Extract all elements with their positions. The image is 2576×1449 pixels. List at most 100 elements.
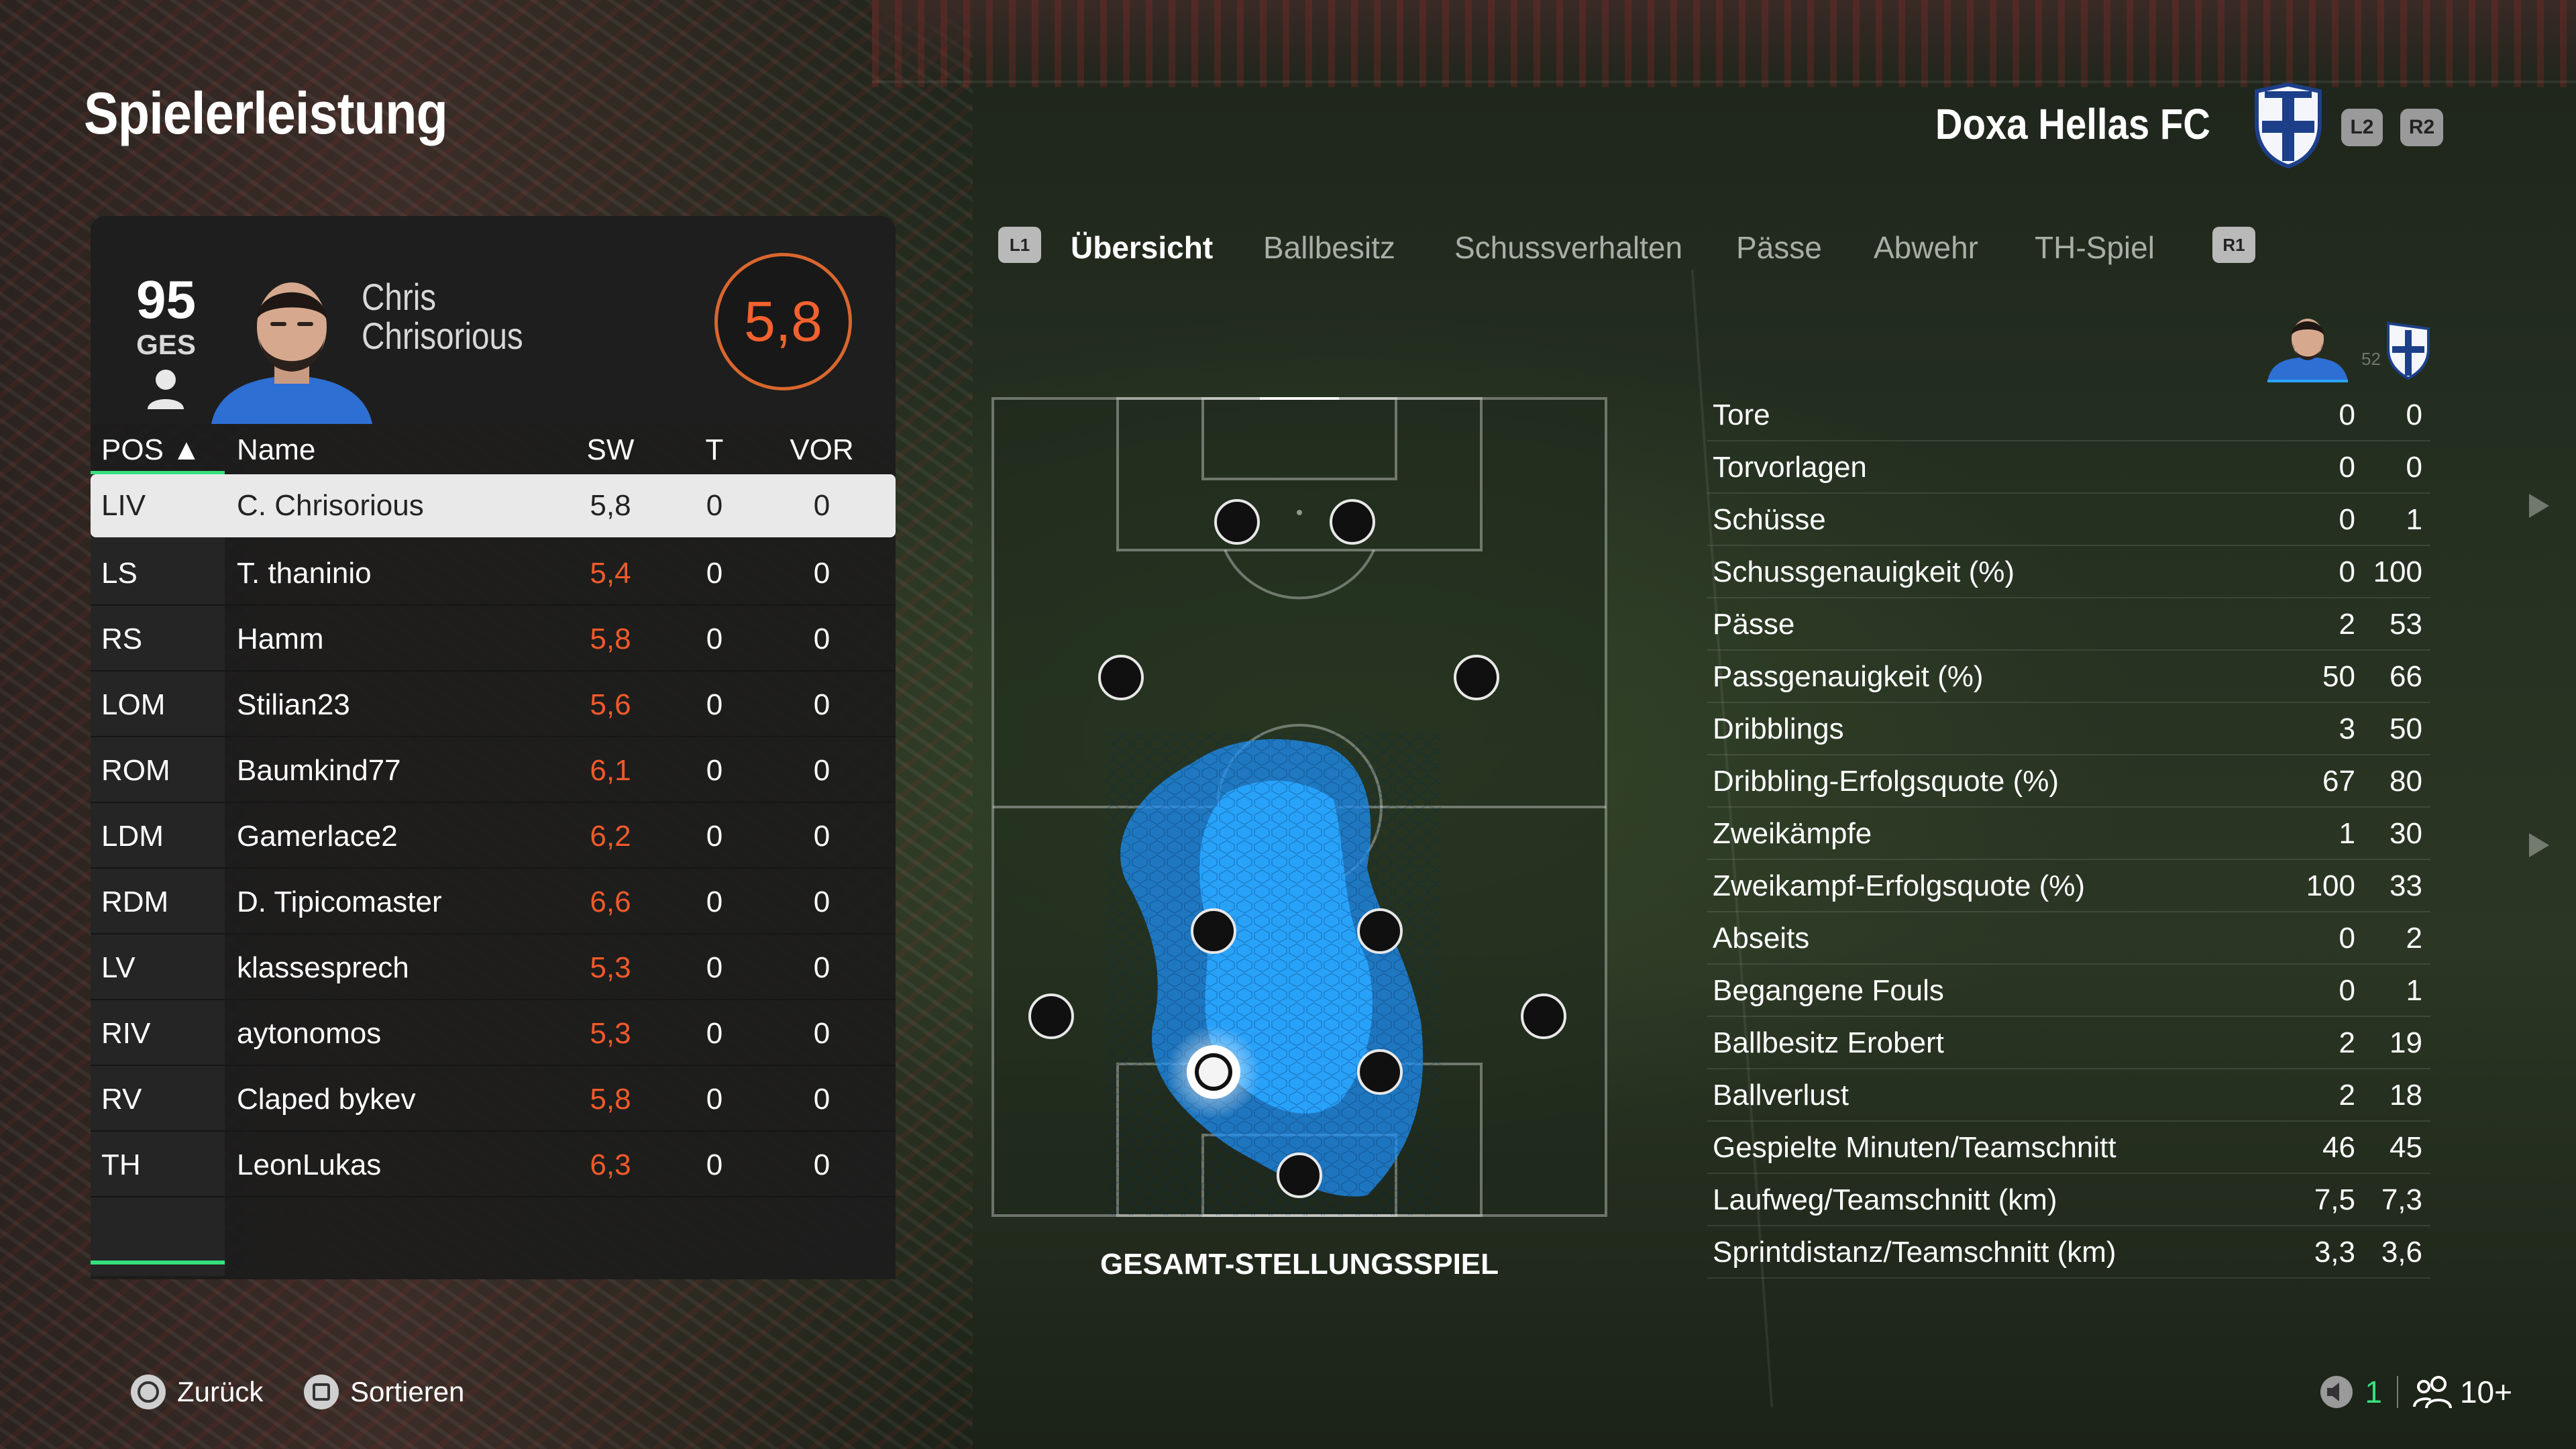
stat-label: Ballverlust (1713, 1079, 1849, 1112)
player-portrait (211, 282, 372, 424)
row-sw: 6,2 (590, 820, 631, 853)
stat-label: Passgenauigkeit (%) (1713, 660, 1984, 693)
row-sw: 5,6 (590, 688, 631, 721)
row-sw: 5,8 (590, 623, 631, 655)
table-row[interactable]: ROM Baumkind77 6,1 0 0 (91, 737, 896, 803)
stat-label: Dribblings (1713, 712, 1844, 745)
tab-paesse[interactable]: Pässe (1736, 230, 1822, 265)
table-row[interactable]: RS Hamm 5,8 0 0 (91, 606, 896, 672)
stat-label: Pässe (1713, 608, 1795, 641)
club-crest-icon (2255, 82, 2322, 169)
party-status: 1 10+ (2318, 1372, 2512, 1412)
row-t: 0 (706, 754, 723, 787)
tab-uebersicht[interactable]: Übersicht (1071, 230, 1214, 265)
stat-row: Abseits 0 2 (1707, 912, 2430, 965)
table-row[interactable]: LIV C. Chrisorious 5,8 0 0 (91, 474, 896, 537)
stat-label: Zweikampf-Erfolgsquote (%) (1713, 869, 2086, 902)
stat-team-value: 30 (2390, 817, 2422, 850)
stat-player-value: 0 (2339, 555, 2355, 588)
stat-player-value: 3 (2339, 712, 2355, 745)
row-pos: LS (101, 557, 138, 590)
row-vor: 0 (813, 820, 830, 853)
stat-row: Sprintdistanz/Teamschnitt (km) 3,3 3,6 (1707, 1226, 2430, 1279)
stat-team-value: 66 (2390, 660, 2422, 693)
l2-button-hint[interactable]: L2 (2341, 109, 2383, 146)
column-header-sw[interactable]: SW (586, 433, 635, 466)
row-pos: LIV (101, 489, 146, 522)
player-last-name: Chrisorious (362, 315, 523, 357)
row-sw: 5,3 (590, 951, 631, 984)
scroll-right-arrow-icon[interactable] (2529, 833, 2549, 857)
selected-player-card: 95 GES Chris Chrisorious 5,8 (91, 216, 896, 424)
row-t: 0 (706, 688, 723, 721)
footer-separator (2396, 1376, 2398, 1408)
row-name: Baumkind77 (237, 754, 401, 787)
row-pos: LDM (101, 820, 164, 853)
heatmap-caption: GESAMT-STELLUNGSSPIEL (1099, 1248, 1499, 1281)
circle-button-icon (131, 1375, 166, 1409)
stat-team-value: 0 (2406, 398, 2422, 431)
comparison-header: 52 (2267, 319, 2430, 382)
l1-button-hint[interactable]: L1 (998, 227, 1041, 263)
row-vor: 0 (813, 557, 830, 590)
stat-player-value: 0 (2339, 974, 2355, 1007)
person-icon (148, 370, 184, 409)
stat-team-value: 80 (2390, 765, 2422, 798)
tab-th-spiel[interactable]: TH-Spiel (2035, 230, 2155, 265)
row-name: D. Tipicomaster (237, 885, 442, 918)
stat-player-value: 0 (2339, 503, 2355, 536)
stat-row: Ballverlust 2 18 (1707, 1069, 2430, 1122)
stats-tab-bar: L1 Übersicht Ballbesitz Schussverhalten … (998, 224, 2259, 278)
stat-player-value: 0 (2339, 922, 2355, 955)
table-row[interactable]: RDM D. Tipicomaster 6,6 0 0 (91, 869, 896, 934)
row-t: 0 (706, 885, 723, 918)
row-pos: ROM (101, 754, 170, 787)
row-vor: 0 (813, 1017, 830, 1050)
row-name: klassesprech (237, 951, 409, 984)
scroll-right-arrow-icon[interactable] (2529, 494, 2549, 518)
tab-abwehr[interactable]: Abwehr (1874, 230, 1978, 265)
players-count: 10+ (2459, 1375, 2512, 1409)
stat-row: Pässe 2 53 (1707, 598, 2430, 651)
tab-ballbesitz[interactable]: Ballbesitz (1263, 230, 1395, 265)
tab-schussverhalten[interactable]: Schussverhalten (1454, 230, 1683, 265)
row-name: aytonomos (237, 1017, 382, 1050)
stat-label: Laufweg/Teamschnitt (km) (1713, 1183, 2057, 1216)
table-row[interactable]: LV klassesprech 5,3 0 0 (91, 934, 896, 1000)
r2-button-hint[interactable]: R2 (2400, 109, 2443, 146)
table-row[interactable]: LS T. thaninio 5,4 0 0 (91, 540, 896, 606)
stat-row: Passgenauigkeit (%) 50 66 (1707, 651, 2430, 703)
stats-comparison-list: Tore 0 0 Torvorlagen 0 0 Schüsse 0 1 Schussgen… (1707, 389, 2430, 1279)
stat-player-value: 46 (2322, 1131, 2355, 1164)
row-name: T. thaninio (237, 557, 372, 590)
voice-chat-count: 1 (2365, 1375, 2382, 1409)
r1-button-hint[interactable]: R1 (2212, 227, 2255, 263)
row-vor: 0 (813, 623, 830, 655)
sort-indicator-underline (91, 471, 225, 475)
stat-label: Ballbesitz Erobert (1713, 1026, 1944, 1059)
stat-team-value: 53 (2390, 608, 2422, 641)
stat-team-value: 2 (2406, 922, 2422, 955)
column-header-pos[interactable]: POS ▲ (101, 433, 201, 466)
stat-team-value: 7,3 (2381, 1183, 2422, 1216)
stat-label: Gespielte Minuten/Teamschnitt (1713, 1131, 2116, 1164)
table-row[interactable]: RV Claped bykev 5,8 0 0 (91, 1066, 896, 1132)
table-row[interactable]: LDM Gamerlace2 6,2 0 0 (91, 803, 896, 869)
table-row[interactable]: LOM Stilian23 5,6 0 0 (91, 672, 896, 737)
sort-button[interactable]: Sortieren (302, 1372, 464, 1412)
row-name: C. Chrisorious (237, 489, 424, 522)
row-name: Claped bykev (237, 1083, 416, 1116)
row-vor: 0 (813, 754, 830, 787)
row-sw: 5,8 (590, 1083, 631, 1116)
column-header-t[interactable]: T (705, 433, 724, 466)
back-button[interactable]: Zurück (129, 1372, 263, 1412)
square-button-icon (304, 1375, 339, 1409)
stat-label: Begangene Fouls (1713, 974, 1944, 1007)
column-header-name[interactable]: Name (237, 433, 316, 466)
table-row[interactable]: TH LeonLukas 6,3 0 0 (91, 1132, 896, 1197)
column-header-vor[interactable]: VOR (790, 433, 854, 466)
stat-row: Schussgenauigkeit (%) 0 100 (1707, 546, 2430, 598)
row-t: 0 (706, 951, 723, 984)
table-row[interactable]: RIV aytonomos 5,3 0 0 (91, 1000, 896, 1066)
stat-row: Schüsse 0 1 (1707, 494, 2430, 546)
